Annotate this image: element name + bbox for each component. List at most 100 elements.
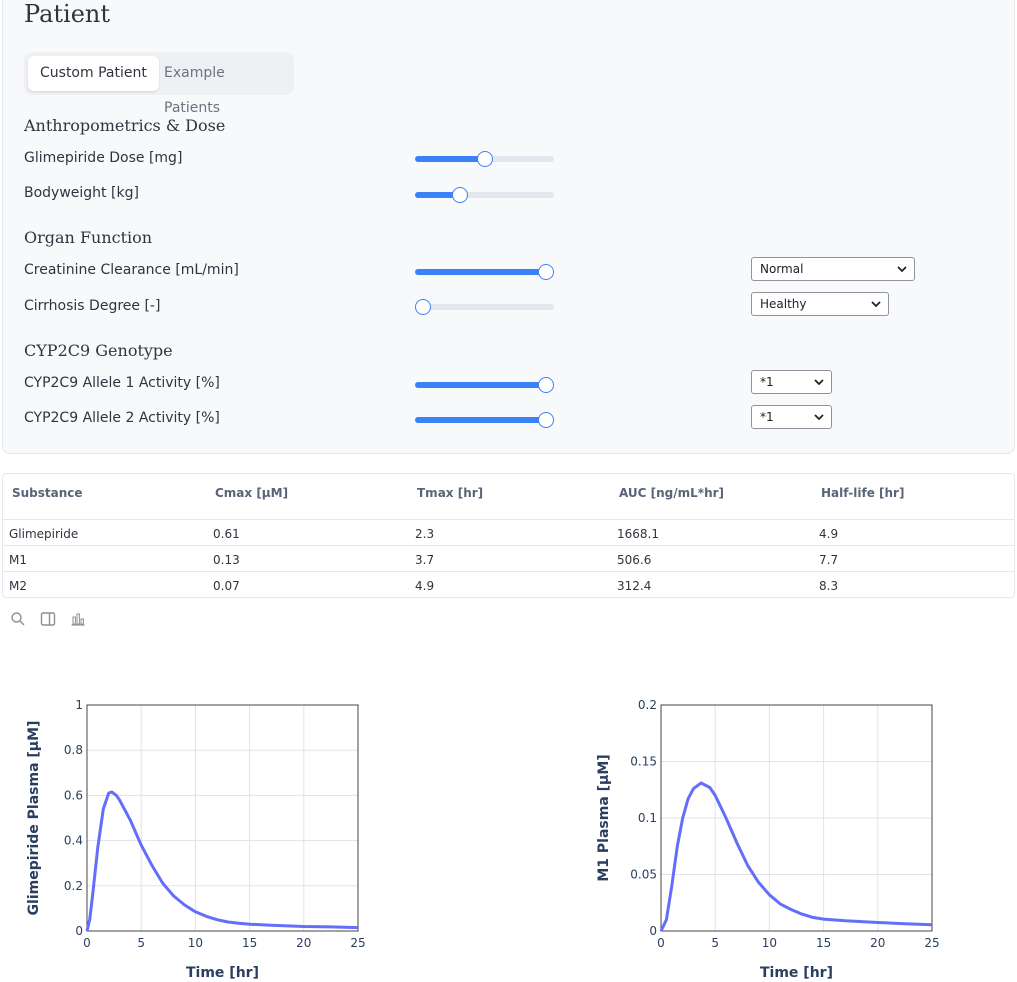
x-tick-label: 15: [242, 936, 257, 950]
bodyweight-slider[interactable]: [415, 186, 554, 204]
table-cell: 3.7: [415, 553, 435, 567]
patient-tabs: Custom Patient Example Patients: [24, 52, 294, 116]
creatinine-label: Creatinine Clearance [mL/min]: [24, 262, 239, 278]
allele1-label: CYP2C9 Allele 1 Activity [%]: [24, 375, 220, 391]
allele1-value: *1: [760, 375, 774, 389]
column-header-substance[interactable]: Substance: [12, 486, 83, 500]
table-cell: 4.9: [415, 579, 435, 593]
search-icon[interactable]: [10, 611, 26, 627]
series-line: [85, 790, 359, 932]
x-tick-label: 25: [924, 936, 939, 950]
table-cell: M2: [9, 579, 27, 593]
y-tick-label: 0.2: [638, 698, 657, 712]
slider-fill: [415, 156, 485, 162]
chevron-down-icon: [897, 266, 907, 273]
slider-track: [415, 304, 554, 310]
y-tick-label: 0.05: [630, 868, 657, 882]
cirrhosis-label: Cirrhosis Degree [-]: [24, 298, 161, 314]
sidebar-panel-icon[interactable]: [40, 611, 56, 627]
table-cell: M1: [9, 553, 27, 567]
creatinine-slider[interactable]: [415, 263, 554, 281]
allele2-label: CYP2C9 Allele 2 Activity [%]: [24, 410, 220, 426]
tab-custom-patient[interactable]: Custom Patient: [28, 56, 159, 91]
table-cell: 0.61: [213, 527, 240, 541]
cirrhosis-select[interactable]: Healthy: [751, 292, 889, 316]
table-cell: 312.4: [617, 579, 652, 593]
x-axis-title: Time [hr]: [760, 965, 833, 981]
x-tick-label: 10: [188, 936, 203, 950]
slider-thumb[interactable]: [415, 299, 431, 315]
y-tick-label: 0: [75, 924, 83, 938]
x-axis-title: Time [hr]: [186, 965, 259, 981]
dose-label: Glimepiride Dose [mg]: [24, 150, 183, 166]
allele1-slider[interactable]: [415, 376, 554, 394]
chevron-down-icon: [814, 379, 824, 386]
table-cell: 8.3: [819, 579, 839, 593]
y-tick-label: 0.1: [638, 811, 657, 825]
table-cell: 7.7: [819, 553, 839, 567]
table-cell: 0.13: [213, 553, 240, 567]
table-cell: Glimepiride: [9, 527, 79, 541]
page-title: Patient: [24, 0, 111, 28]
row-divider: [3, 545, 1014, 546]
allele2-select[interactable]: *1: [751, 405, 832, 429]
y-tick-label: 0.8: [64, 743, 83, 757]
plot-border: [660, 704, 933, 932]
table-cell: 4.9: [819, 527, 839, 541]
y-axis-title: M1 Plasma [µM]: [596, 754, 612, 881]
y-tick-label: 0.4: [64, 834, 83, 848]
glimepiride-plasma-chart: 0 5 10 15 20 25 0 0.2 0.4 0.6 0.8 1 Time [hr] Glimepi…: [26, 698, 366, 981]
slider-fill: [415, 382, 546, 388]
chevron-down-icon: [814, 414, 824, 421]
chevron-down-icon: [871, 301, 881, 308]
tab-example-patients[interactable]: Example Patients: [164, 65, 225, 116]
y-tick-label: 0.2: [64, 879, 83, 893]
x-tick-label: 5: [137, 936, 145, 950]
y-tick-label: 1: [75, 698, 83, 712]
y-tick-label: 0: [649, 924, 657, 938]
series-line: [659, 781, 933, 932]
y-axis-title: Glimepiride Plasma [µM]: [26, 721, 42, 916]
slider-thumb[interactable]: [451, 187, 468, 203]
row-divider: [3, 519, 1014, 520]
bar-chart-icon[interactable]: [70, 611, 86, 627]
allele2-value: *1: [760, 410, 774, 424]
slider-thumb[interactable]: [538, 377, 554, 393]
cirrhosis-slider[interactable]: [415, 298, 554, 316]
renal-function-value: Normal: [760, 262, 804, 276]
section-heading-organ-function: Organ Function: [24, 228, 153, 247]
slider-thumb[interactable]: [538, 264, 554, 280]
x-tick-label: 0: [657, 936, 665, 950]
results-table: Substance Cmax [µM] Tmax [hr] AUC [ng/mL…: [2, 473, 1015, 598]
x-tick-label: 10: [762, 936, 777, 950]
x-tick-label: 15: [816, 936, 831, 950]
slider-thumb[interactable]: [476, 151, 493, 167]
allele1-select[interactable]: *1: [751, 370, 832, 394]
slider-fill: [415, 417, 546, 423]
column-header-tmax[interactable]: Tmax [hr]: [417, 486, 484, 500]
m1-plasma-chart: 0 5 10 15 20 25 0 0.05 0.1 0.15 0.2 Time [hr] M1 Pla…: [596, 698, 940, 981]
table-cell: 506.6: [617, 553, 652, 567]
x-tick-label: 0: [83, 936, 91, 950]
column-header-cmax[interactable]: Cmax [µM]: [215, 486, 289, 500]
renal-function-select[interactable]: Normal: [751, 257, 915, 281]
x-tick-label: 20: [296, 936, 311, 950]
row-divider: [3, 571, 1014, 572]
section-heading-anthropometrics: Anthropometrics & Dose: [24, 116, 226, 135]
x-tick-label: 25: [350, 936, 365, 950]
table-cell: 1668.1: [617, 527, 659, 541]
section-heading-cyp2c9: CYP2C9 Genotype: [24, 341, 173, 360]
bodyweight-label: Bodyweight [kg]: [24, 185, 139, 201]
allele2-slider[interactable]: [415, 411, 554, 429]
plot-border: [86, 704, 359, 932]
column-header-half-life[interactable]: Half-life [hr]: [821, 486, 905, 500]
slider-fill: [415, 192, 460, 198]
slider-track: [415, 192, 554, 198]
x-tick-label: 5: [711, 936, 719, 950]
column-header-auc[interactable]: AUC [ng/mL*hr]: [619, 486, 725, 500]
dose-slider[interactable]: [415, 150, 554, 168]
slider-thumb[interactable]: [538, 412, 554, 428]
y-tick-label: 0.15: [630, 755, 657, 769]
cirrhosis-value: Healthy: [760, 297, 807, 311]
y-tick-label: 0.6: [64, 788, 83, 802]
